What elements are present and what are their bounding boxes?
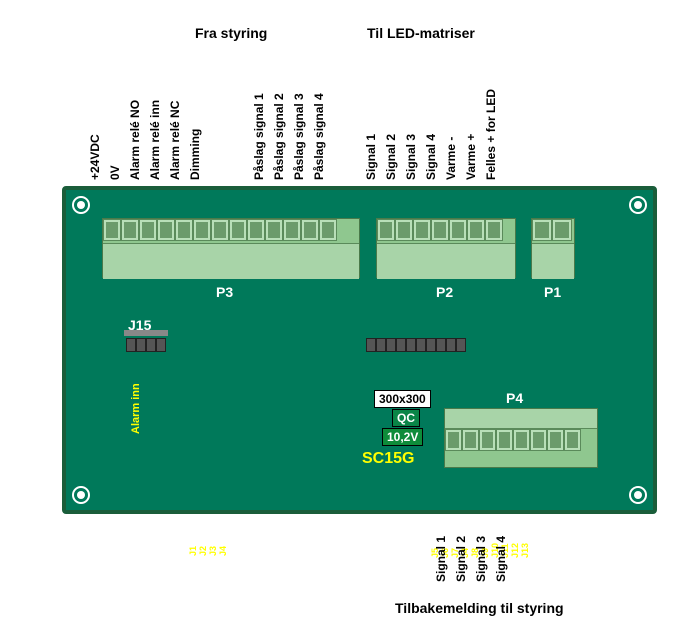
terminal-p4 xyxy=(444,408,598,468)
jumper-header-right xyxy=(366,338,466,352)
jumper-label: J12 xyxy=(510,543,520,558)
p2-pin-label: Signal 2 xyxy=(384,134,398,180)
p2-pin-label: Signal 1 xyxy=(364,134,378,180)
p3-label: P3 xyxy=(216,284,233,300)
p3-pin-label: Alarm relé NO xyxy=(128,100,142,180)
j15-alarm-label: Alarm inn xyxy=(130,383,142,434)
header-til: Til LED-matriser xyxy=(367,25,475,41)
p4-label: P4 xyxy=(506,390,523,406)
p2-pin-label: Varme + xyxy=(464,134,478,180)
j15-pin-label: J2 xyxy=(198,546,208,556)
info-qc: QC xyxy=(392,409,420,427)
header-bottom: Tilbakemelding til styring xyxy=(395,600,564,616)
p3-pin-label: 0V xyxy=(108,165,122,180)
j15-strip xyxy=(124,330,168,336)
terminal-p3 xyxy=(102,218,360,278)
header-fra: Fra styring xyxy=(195,25,267,41)
mounting-hole xyxy=(72,196,90,214)
terminal-p2 xyxy=(376,218,516,278)
p3-pin-label: Alarm relé NC xyxy=(168,101,182,180)
mounting-hole xyxy=(629,196,647,214)
p3-pin-label: Dimming xyxy=(188,129,202,180)
p4-pin-label: Signal 4 xyxy=(494,536,508,582)
j15-pin-label: J4 xyxy=(218,546,228,556)
terminal-p1 xyxy=(531,218,575,278)
p4-pin-label: Signal 1 xyxy=(434,536,448,582)
mounting-hole xyxy=(72,486,90,504)
p3-pin-label: Påslag signal 1 xyxy=(252,93,266,180)
j15-pin-label: J1 xyxy=(188,546,198,556)
p4-pin-label: Signal 2 xyxy=(454,536,468,582)
j15-pin-label: J3 xyxy=(208,546,218,556)
model-label: SC15G xyxy=(362,450,414,468)
p2-label: P2 xyxy=(436,284,453,300)
j15-pins xyxy=(126,338,166,352)
p3-pin-label: Påslag signal 2 xyxy=(272,93,286,180)
jumper-label: J13 xyxy=(520,543,530,558)
p4-pin-label: Signal 3 xyxy=(474,536,488,582)
p3-pin-label: Påslag signal 3 xyxy=(292,93,306,180)
mounting-hole xyxy=(629,486,647,504)
pcb-board: P3 P2 P1 J15 J1J2J3J4 Alarm inn J5J6J7J4… xyxy=(62,186,657,514)
info-volt: 10,2V xyxy=(382,428,423,446)
p2-pin-label: Signal 3 xyxy=(404,134,418,180)
p2-pin-label: Felles + for LED xyxy=(484,89,498,180)
info-size: 300x300 xyxy=(374,390,431,408)
p3-pin-label: +24VDC xyxy=(88,134,102,180)
p2-pin-label: Varme - xyxy=(444,137,458,180)
p3-pin-label: Alarm relé inn xyxy=(148,100,162,180)
p2-pin-label: Signal 4 xyxy=(424,134,438,180)
p1-label: P1 xyxy=(544,284,561,300)
p3-pin-label: Påslag signal 4 xyxy=(312,93,326,180)
